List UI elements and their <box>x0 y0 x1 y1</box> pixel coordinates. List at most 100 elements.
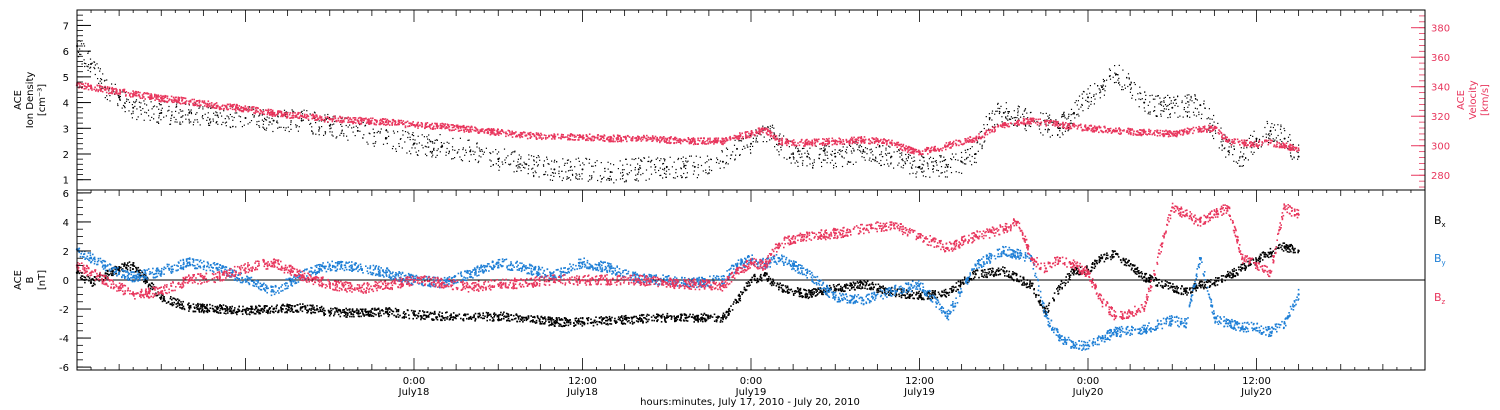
density-sample <box>180 123 182 125</box>
velocity-sample <box>177 96 180 99</box>
velocity-sample <box>168 98 171 100</box>
velocity-sample <box>444 127 446 130</box>
velocity-sample <box>1091 128 1094 130</box>
density-sample <box>642 172 644 175</box>
density-sample <box>266 127 268 129</box>
density-sample <box>945 163 947 166</box>
velocity-sample <box>425 123 427 126</box>
velocity-sample <box>994 126 997 128</box>
velocity-sample <box>548 134 550 137</box>
velocity-sample <box>625 136 627 139</box>
velocity-sample <box>889 142 891 145</box>
velocity-sample <box>99 87 102 90</box>
density-sample <box>497 160 500 162</box>
density-sample <box>726 155 728 157</box>
density-sample <box>1124 84 1126 86</box>
density-sample <box>415 151 417 153</box>
density-sample <box>773 133 775 135</box>
density-sample <box>1038 128 1041 130</box>
velocity-sample <box>213 107 216 109</box>
velocity-sample <box>736 137 738 140</box>
velocity-sample <box>538 137 541 139</box>
velocity-sample <box>983 132 986 135</box>
velocity-sample <box>820 142 822 145</box>
density-sample <box>510 163 512 165</box>
density-sample <box>1220 127 1222 129</box>
density-sample <box>1023 116 1025 118</box>
density-sample <box>566 159 569 161</box>
density-sample <box>729 158 732 160</box>
velocity-sample <box>1201 130 1203 133</box>
velocity-sample <box>894 144 896 147</box>
velocity-sample <box>1055 120 1057 123</box>
density-sample <box>1157 95 1159 97</box>
density-sample <box>769 128 771 130</box>
velocity-sample <box>1174 134 1177 137</box>
velocity-sample <box>171 100 173 103</box>
velocity-sample <box>679 142 682 145</box>
velocity-sample <box>238 109 240 111</box>
velocity-sample <box>77 82 80 84</box>
density-sample <box>946 176 948 178</box>
density-sample <box>232 119 234 121</box>
velocity-sample <box>586 138 588 140</box>
velocity-sample <box>354 117 356 119</box>
density-sample <box>1154 98 1156 100</box>
density-sample <box>142 108 144 110</box>
density-sample <box>178 112 180 114</box>
density-sample <box>1086 93 1088 95</box>
density-sample <box>1208 108 1210 110</box>
velocity-sample <box>194 104 197 106</box>
velocity-sample <box>379 120 381 122</box>
density-sample <box>1189 116 1191 118</box>
density-sample <box>1190 95 1192 98</box>
velocity-sample <box>587 139 589 142</box>
density-sample <box>558 166 560 168</box>
density-sample <box>1169 97 1171 99</box>
velocity-sample <box>193 98 195 101</box>
density-sample <box>395 150 397 152</box>
density-sample <box>1221 138 1223 141</box>
density-sample <box>495 149 497 151</box>
density-sample <box>1187 106 1189 108</box>
velocity-sample <box>298 117 301 120</box>
density-sample <box>212 120 214 122</box>
density-sample <box>397 131 399 133</box>
velocity-sample <box>221 105 223 107</box>
velocity-sample <box>437 125 439 127</box>
velocity-sample <box>1281 146 1284 149</box>
density-sample <box>1194 94 1196 96</box>
velocity-sample <box>480 130 483 133</box>
density-sample <box>1134 83 1136 86</box>
density-sample <box>734 139 736 141</box>
density-sample <box>591 175 593 177</box>
velocity-sample <box>1142 133 1144 136</box>
velocity-sample <box>392 119 395 122</box>
velocity-sample <box>1066 126 1068 128</box>
velocity-sample <box>1077 124 1080 127</box>
velocity-sample <box>764 129 766 131</box>
velocity-sample <box>1244 143 1247 145</box>
velocity-sample <box>883 138 885 140</box>
density-sample <box>459 156 461 158</box>
density-sample <box>554 159 556 161</box>
density-sample <box>935 162 937 164</box>
velocity-sample <box>1073 124 1075 126</box>
density-sample <box>650 173 653 175</box>
velocity-sample <box>181 100 183 102</box>
velocity-sample <box>1118 127 1120 129</box>
velocity-sample <box>958 139 961 142</box>
density-sample <box>1239 156 1241 158</box>
density-sample <box>165 115 167 117</box>
velocity-sample <box>778 138 781 141</box>
velocity-sample <box>1275 145 1277 147</box>
density-sample <box>372 142 374 145</box>
velocity-sample <box>230 105 233 108</box>
velocity-sample <box>1135 133 1138 136</box>
velocity-sample <box>160 96 162 99</box>
bx-sample <box>750 278 753 281</box>
velocity-sample <box>361 118 363 121</box>
velocity-sample <box>346 117 349 120</box>
density-sample <box>1082 110 1084 112</box>
density-sample <box>1007 111 1009 113</box>
